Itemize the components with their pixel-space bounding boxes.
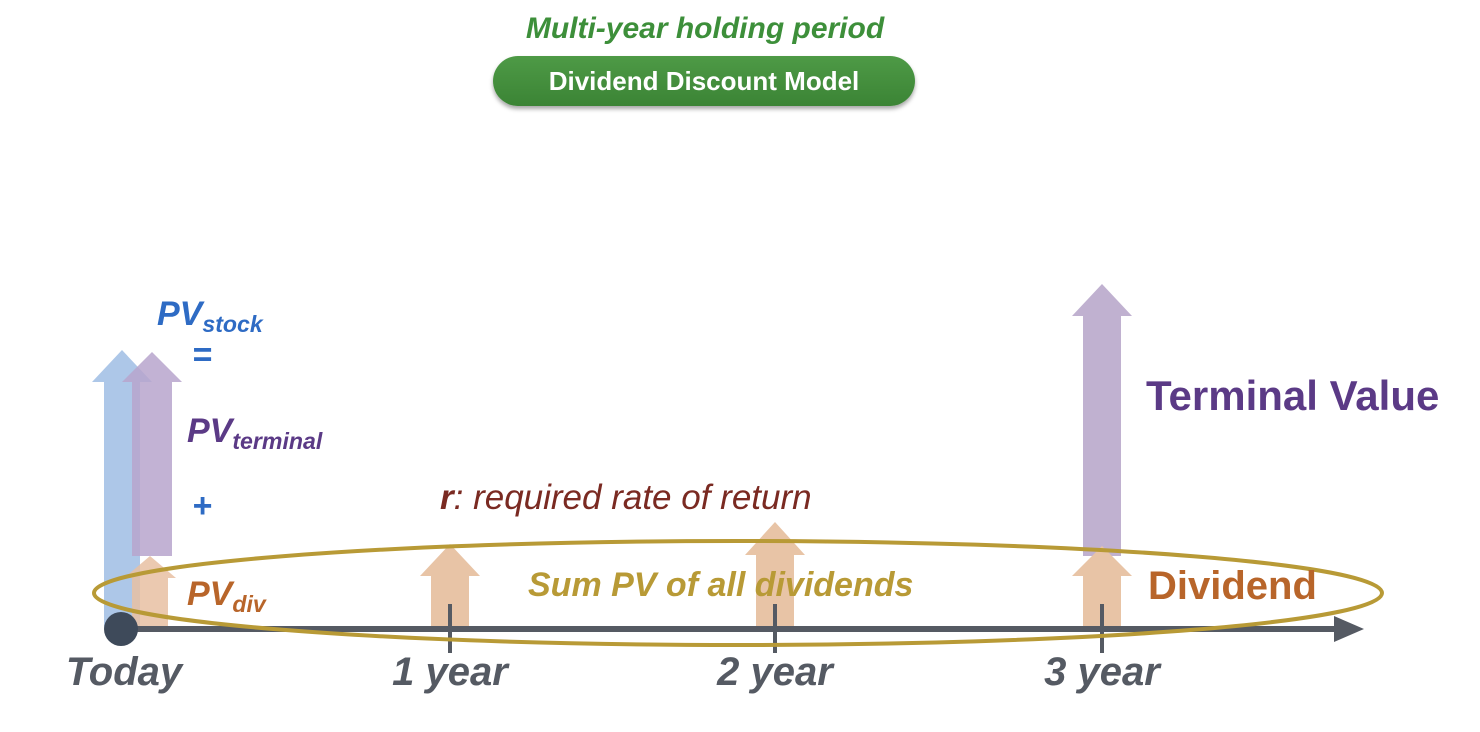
header-title-pill: Dividend Discount Model	[493, 56, 915, 106]
dividend-arrow-year-2	[745, 522, 805, 628]
pv-div-sub: div	[232, 591, 266, 618]
dividend-arrow-year-1	[420, 544, 480, 628]
terminal-value-label: Terminal Value	[1146, 372, 1440, 419]
equals-sign: =	[192, 336, 212, 374]
pv-terminal-arrow	[122, 352, 182, 556]
plus-sign: +	[192, 487, 212, 525]
pv-terminal-sub: terminal	[232, 428, 323, 455]
today-marker	[104, 612, 138, 646]
pv-div-main: PV	[187, 575, 233, 613]
rate-symbol: r	[440, 478, 454, 517]
tick-label-today: Today	[65, 650, 183, 694]
dividend-arrow-year-3	[1072, 546, 1132, 628]
header-subtitle: Multi-year holding period	[525, 12, 885, 45]
sum-dividends-ellipse	[92, 539, 1384, 647]
pv-stock-label: PVstock	[157, 295, 263, 338]
pv-stock-main: PV	[157, 295, 203, 333]
pv-terminal-label: PVterminal	[187, 412, 323, 455]
tick-label-year-2: 2 year	[717, 650, 833, 694]
dividend-label: Dividend	[1148, 564, 1317, 608]
timeline-arrowhead	[1334, 616, 1364, 642]
pv-div-label: PVdiv	[187, 575, 266, 618]
pv-terminal-main: PV	[187, 412, 233, 450]
tick-label-year-1: 1 year	[392, 650, 508, 694]
rate-label: r: required rate of return	[440, 478, 812, 518]
sum-dividends-label: Sum PV of all dividends	[528, 566, 914, 604]
terminal-value-arrow	[1072, 284, 1132, 556]
rate-text: : required rate of return	[453, 478, 812, 517]
tick-label-year-3: 3 year	[1044, 650, 1160, 694]
pv-stock-sub: stock	[202, 311, 263, 338]
